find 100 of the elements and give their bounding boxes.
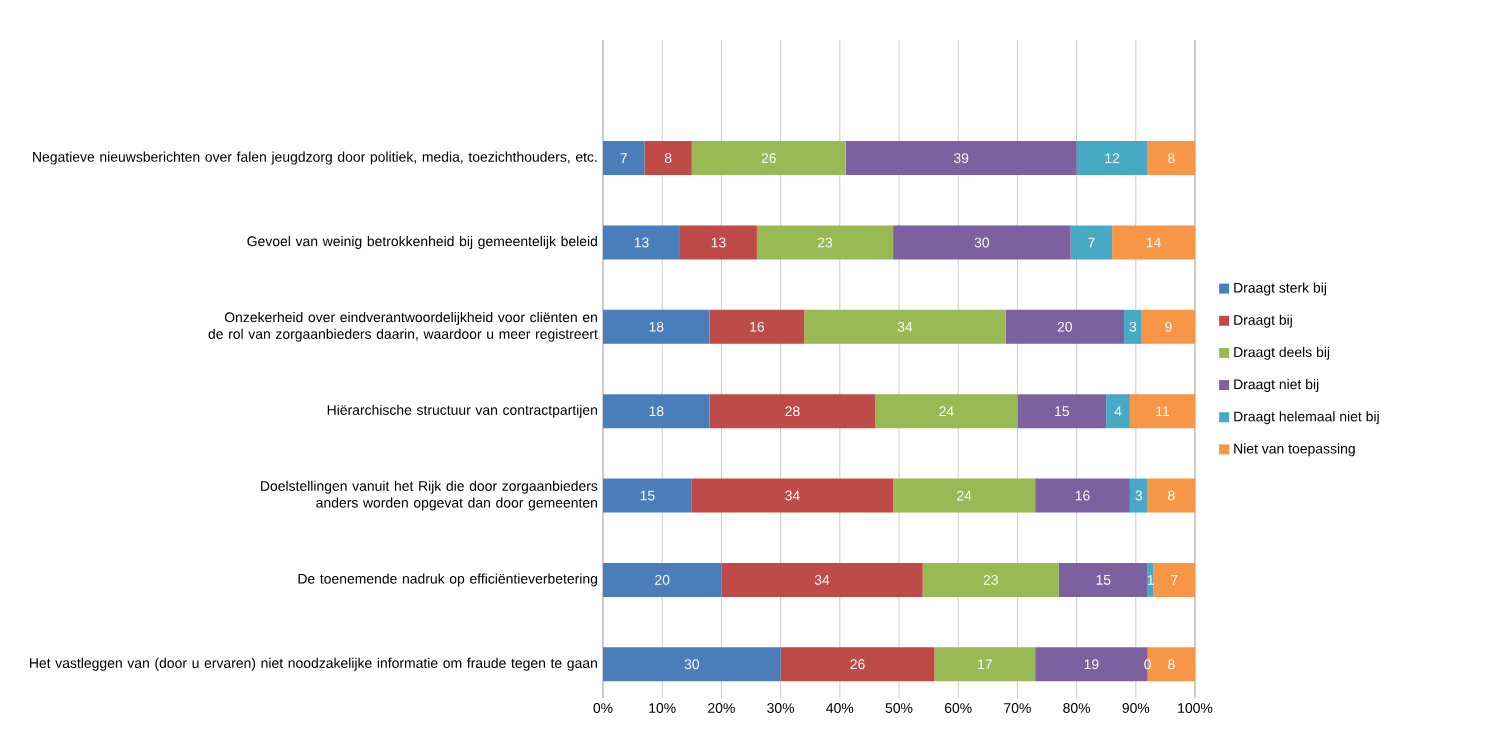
data-label: 30 (684, 659, 700, 670)
data-label: 9 (1165, 321, 1172, 332)
data-label: 16 (750, 321, 765, 332)
bar (1147, 141, 1196, 176)
bar (756, 225, 894, 260)
data-label: 23 (983, 574, 998, 585)
bar (603, 225, 680, 260)
data-label: 28 (785, 406, 800, 417)
data-label: 1 (1147, 575, 1154, 585)
x-tick-label: 80% (1063, 703, 1091, 713)
data-label: 34 (785, 490, 800, 501)
bar (780, 647, 935, 682)
bar (709, 394, 876, 429)
bar (1035, 478, 1130, 513)
bar (721, 562, 923, 597)
data-label: 24 (939, 406, 954, 417)
legend-label: Draagt niet bij (1234, 379, 1319, 393)
data-label: 4 (1114, 406, 1122, 416)
bar (1076, 141, 1148, 176)
bar (893, 478, 1036, 513)
bar (603, 309, 710, 344)
data-label: 18 (649, 406, 664, 417)
data-label: 7 (1171, 575, 1178, 585)
bar (644, 141, 692, 176)
x-tick-label: 0% (593, 703, 613, 713)
bar (691, 478, 894, 513)
data-label: 13 (634, 237, 649, 248)
data-label: 8 (1168, 659, 1175, 670)
data-label: 18 (649, 321, 664, 332)
legend-label: Draagt sterk bij (1234, 282, 1326, 296)
bar (1147, 562, 1154, 597)
bar (679, 225, 757, 260)
data-label: 30 (974, 237, 990, 248)
data-label: 13 (711, 237, 726, 248)
data-label: 8 (1168, 490, 1175, 501)
bar (1070, 225, 1113, 260)
data-label: 8 (664, 153, 672, 164)
bar (1129, 394, 1196, 429)
data-label: 11 (1156, 406, 1169, 416)
y-tick-label: Onzekerheid over eindverantwoordelijkheid voor cliënten en de rol van zorgaanbieders daarin, waardoor u meer registreert (208, 311, 598, 342)
bar (1017, 394, 1107, 429)
data-label: 19 (1084, 659, 1099, 670)
legend-label: Niet van toepassing (1234, 443, 1355, 457)
bar (691, 141, 846, 176)
data-label: 12 (1105, 153, 1120, 163)
bar (875, 394, 1018, 429)
data-label: 26 (761, 153, 776, 164)
y-tick-label: Negatieve nieuwsberichten over falen jeugdzorg door politiek, media, toezichthouders, etc. (33, 151, 597, 165)
data-label: 26 (850, 659, 865, 670)
data-label: 23 (817, 237, 833, 248)
data-label: 15 (1055, 406, 1069, 417)
bar (1129, 478, 1148, 513)
data-label: 16 (1075, 490, 1090, 501)
bar (709, 309, 805, 344)
data-label: 3 (1129, 321, 1137, 332)
data-label: 7 (620, 153, 627, 163)
bar (603, 647, 781, 682)
bar (893, 225, 1071, 260)
data-label: 39 (953, 153, 969, 164)
data-label: 7 (1088, 237, 1095, 248)
bar (1106, 394, 1130, 429)
bar (603, 562, 722, 597)
bar (934, 647, 1036, 682)
bar (1058, 562, 1148, 597)
data-label: 3 (1135, 490, 1143, 501)
x-tick-label: 10% (649, 703, 676, 713)
x-tick-label: 90% (1122, 703, 1150, 713)
bar (804, 309, 1006, 344)
bar (1005, 309, 1124, 344)
bar (922, 562, 1059, 597)
x-tick-label: 50% (885, 703, 913, 713)
data-label: 15 (1096, 575, 1111, 585)
bar (603, 394, 710, 429)
y-tick-label: Het vastleggen van (door u ervaren) niet noodzakelijke informatie om fraude tegen te gaan (30, 657, 597, 671)
x-tick-label: 20% (708, 703, 735, 713)
data-label: 14 (1146, 237, 1161, 248)
legend-label: Draagt helemaal niet bij (1234, 411, 1379, 425)
data-label: 20 (655, 574, 670, 585)
bar (1147, 478, 1196, 513)
data-label: 20 (1057, 321, 1072, 332)
y-tick-label: Doelstellingen vanuit het Rijk die door zorgaanbieders anders worden opgevat dan door gemeenten (261, 480, 598, 511)
bar (603, 478, 692, 513)
y-tick-label: Hiërarchische structuur van contractpartijen (327, 404, 597, 418)
bar (1112, 225, 1196, 260)
x-tick-label: 30% (767, 703, 795, 713)
legend-label: Draagt deels bij (1234, 346, 1330, 360)
data-label: 34 (814, 574, 830, 585)
y-tick-label: De toenemende nadruk op efficiëntieverbetering (298, 573, 597, 587)
bar (845, 141, 1077, 176)
x-tick-label: 40% (826, 703, 854, 713)
bar (1123, 309, 1142, 344)
data-label: 24 (957, 490, 972, 501)
x-tick-label: 100% (1178, 703, 1213, 713)
x-tick-label: 60% (944, 703, 972, 713)
data-label: 34 (897, 321, 913, 332)
y-tick-label: Gevoel van weinig betrokkenheid bij gemeentelijk beleid (247, 235, 597, 249)
bar (1153, 562, 1196, 597)
data-label: 15 (640, 490, 655, 501)
data-label: 17 (978, 659, 992, 670)
bar (603, 141, 645, 176)
